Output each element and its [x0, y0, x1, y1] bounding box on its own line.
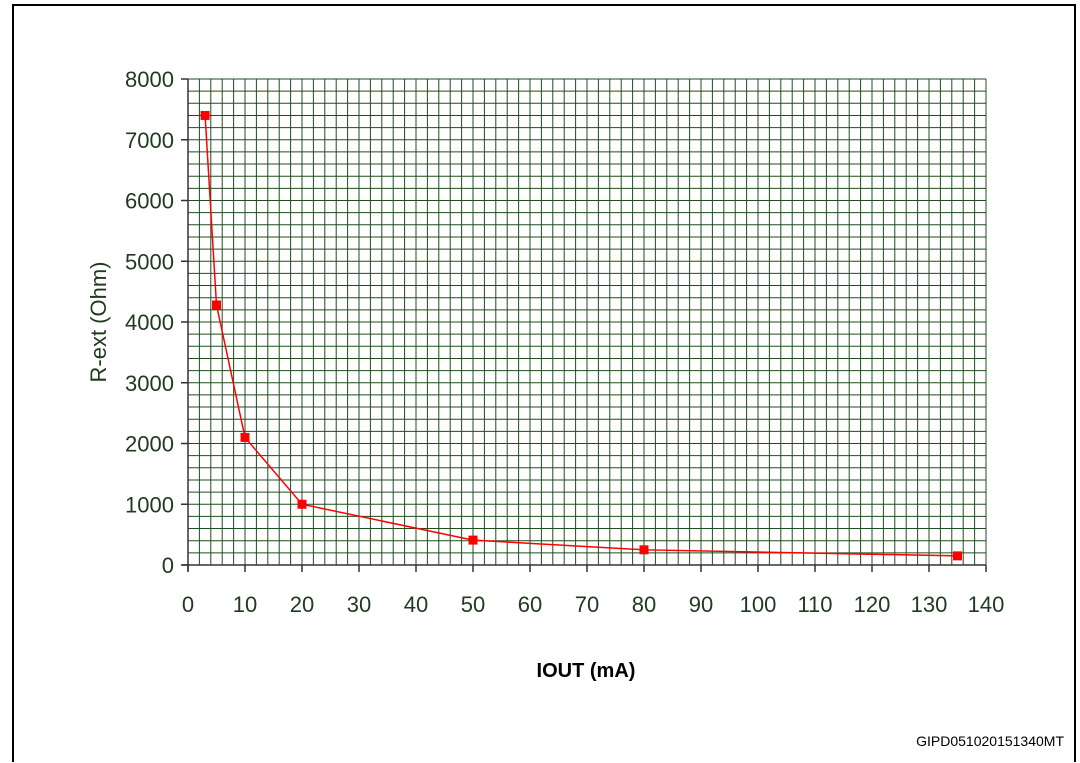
data-point-marker	[639, 545, 649, 555]
series	[200, 110, 962, 561]
x-tick-label: 50	[461, 592, 485, 617]
y-tick-label: 5000	[125, 249, 174, 274]
x-tick-label: 70	[575, 592, 599, 617]
x-tick-label: 100	[740, 592, 777, 617]
x-tick-label: 20	[290, 592, 314, 617]
figure-code: GIPD051020151340MT	[916, 733, 1064, 749]
x-tick-label: 30	[347, 592, 371, 617]
y-tick-label: 1000	[125, 492, 174, 517]
data-point-marker	[297, 499, 307, 509]
x-tick-label: 140	[968, 592, 1005, 617]
x-tick-label: 90	[689, 592, 713, 617]
chart-frame	[12, 4, 1076, 762]
data-point-marker	[468, 535, 478, 545]
x-tick-label: 0	[182, 592, 194, 617]
x-tick-label: 120	[854, 592, 891, 617]
y-tick-label: 4000	[125, 310, 174, 335]
y-tick-label: 7000	[125, 128, 174, 153]
y-tick-label: 8000	[125, 67, 174, 92]
x-tick-label: 110	[797, 592, 832, 617]
x-tick-label: 40	[404, 592, 428, 617]
y-tick-label: 0	[162, 553, 174, 578]
x-tick-label: 130	[911, 592, 948, 617]
y-tick-label: 6000	[125, 189, 174, 214]
data-point-marker	[200, 110, 210, 120]
grid	[187, 78, 987, 566]
x-tick-label: 10	[233, 592, 257, 617]
axes: 0 1000 2000 3000 4000 5000 6000 7000 8000 0 10 20 30…	[125, 67, 1004, 617]
y-axis-label: R-ext (Ohm)	[86, 262, 111, 383]
data-point-marker	[212, 300, 221, 310]
x-tick-label: 60	[518, 592, 542, 617]
x-axis-label: IOUT (mA)	[537, 660, 636, 682]
x-tick-label: 80	[632, 592, 656, 617]
series-line	[204, 115, 958, 557]
data-point-marker	[240, 432, 250, 442]
y-tick-label: 2000	[125, 432, 174, 457]
data-point-marker	[953, 551, 962, 561]
y-tick-label: 3000	[125, 371, 174, 396]
